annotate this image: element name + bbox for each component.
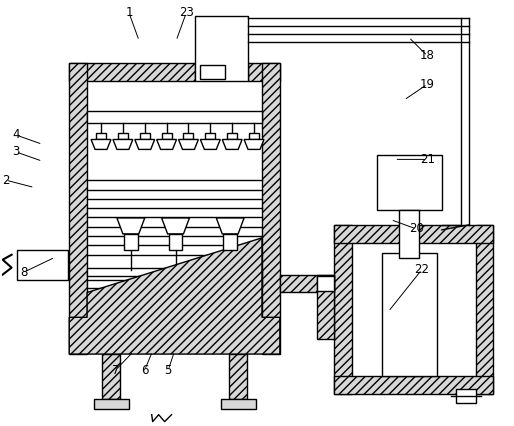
Text: 20: 20 <box>409 222 424 236</box>
Bar <box>317 275 335 339</box>
Bar <box>456 389 475 403</box>
Polygon shape <box>113 139 133 150</box>
Bar <box>223 234 237 250</box>
Polygon shape <box>216 218 244 234</box>
Text: 23: 23 <box>179 6 194 19</box>
Bar <box>87 268 262 276</box>
Polygon shape <box>91 139 111 150</box>
Bar <box>124 234 138 250</box>
Bar <box>335 225 493 243</box>
Text: 7: 7 <box>112 363 119 377</box>
Text: 3: 3 <box>12 145 20 158</box>
Bar <box>94 399 129 409</box>
Polygon shape <box>117 218 145 234</box>
Text: 6: 6 <box>141 363 149 377</box>
Bar <box>205 132 215 139</box>
Polygon shape <box>200 139 220 150</box>
Text: 4: 4 <box>12 129 20 141</box>
Text: 1: 1 <box>125 6 133 19</box>
Bar <box>382 253 437 376</box>
Bar <box>475 225 493 394</box>
Bar <box>229 354 247 399</box>
Bar <box>161 132 172 139</box>
Bar <box>221 399 256 409</box>
Bar <box>102 354 120 399</box>
Bar <box>169 234 182 250</box>
Bar <box>280 275 335 293</box>
Bar <box>69 63 87 354</box>
Polygon shape <box>222 139 242 150</box>
Text: 5: 5 <box>164 363 172 377</box>
Bar <box>249 132 259 139</box>
Polygon shape <box>135 139 155 150</box>
Bar <box>248 63 280 81</box>
Bar <box>96 132 106 139</box>
Bar <box>262 63 280 354</box>
Polygon shape <box>69 238 280 354</box>
Polygon shape <box>244 139 264 150</box>
Bar <box>87 81 262 354</box>
Bar <box>16 250 68 279</box>
Text: 21: 21 <box>420 153 435 166</box>
Bar <box>118 132 128 139</box>
Bar <box>200 65 225 79</box>
Bar <box>195 16 248 81</box>
Polygon shape <box>157 139 176 150</box>
Bar <box>317 276 335 291</box>
Bar <box>227 132 237 139</box>
Bar <box>399 210 419 258</box>
Bar <box>87 279 262 288</box>
Bar <box>377 155 442 210</box>
Bar <box>140 132 150 139</box>
Text: 22: 22 <box>414 263 430 276</box>
Bar <box>183 132 193 139</box>
Text: 19: 19 <box>420 78 435 91</box>
Bar <box>87 111 262 123</box>
Polygon shape <box>178 139 198 150</box>
Bar <box>335 376 493 394</box>
Bar <box>335 225 353 394</box>
Polygon shape <box>161 218 190 234</box>
Text: 8: 8 <box>20 266 27 279</box>
Bar <box>353 243 475 376</box>
Text: 18: 18 <box>420 49 435 63</box>
Text: 2: 2 <box>2 173 9 187</box>
Bar <box>69 63 195 81</box>
